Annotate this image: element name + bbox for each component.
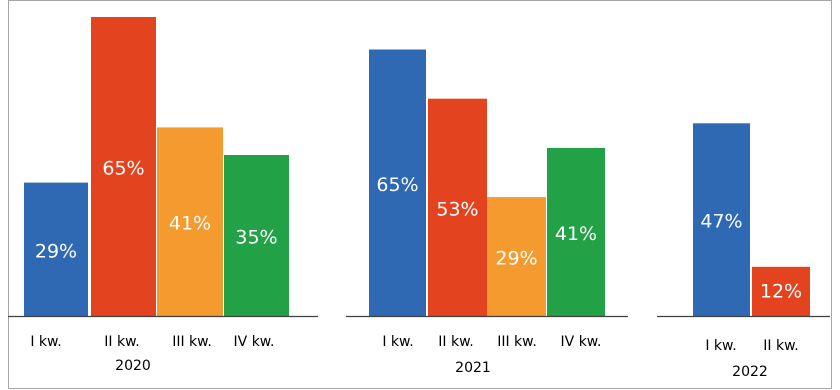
chart-border — [8, 0, 832, 389]
category-label-2020-2: II kw. — [104, 334, 139, 350]
bar-2020-3 — [157, 127, 223, 317]
category-label-2021-4: IV kw. — [561, 334, 602, 350]
data-label-2020-2: 65% — [102, 158, 144, 180]
data-label-2021-4: 41% — [555, 223, 597, 245]
bar-2022-2 — [752, 266, 810, 316]
data-label-2021-1: 65% — [376, 174, 418, 196]
bar-2021-4 — [547, 147, 605, 316]
data-label-2022-2: 12% — [760, 280, 802, 302]
category-label-2021-2: II kw. — [438, 334, 473, 350]
category-label-2021-3: III kw. — [497, 334, 537, 350]
bar-2021-1 — [369, 49, 426, 316]
data-label-2021-3: 29% — [495, 248, 537, 270]
chart-group-2020: 29% I kw. 65% II kw. 41% III kw. 35% IV kw. 2020 — [8, 17, 318, 374]
data-label-2020-1: 29% — [35, 240, 77, 262]
bar-2022-1 — [693, 123, 750, 316]
data-label-2022-1: 47% — [700, 211, 742, 233]
group-label-2020: 2020 — [115, 358, 151, 374]
data-label-2020-3: 41% — [169, 213, 211, 235]
data-label-2021-2: 53% — [436, 198, 478, 220]
chart-group-2021: 65% I kw. 53% II kw. 29% III kw. 41% IV kw. 2021 — [346, 49, 628, 376]
group-label-2022: 2022 — [732, 364, 768, 380]
bar-2021-2 — [428, 98, 487, 316]
category-label-2020-3: III kw. — [172, 334, 212, 350]
bar-2020-1 — [24, 182, 88, 316]
bar-2020-4 — [224, 155, 289, 316]
bar-2021-3 — [487, 197, 546, 316]
chart-group-2022: 47% I kw. 12% II kw. 2022 — [657, 123, 830, 380]
group-label-2021: 2021 — [455, 360, 491, 376]
category-label-2022-2: II kw. — [763, 338, 798, 354]
category-label-2020-4: IV kw. — [234, 334, 275, 350]
category-label-2021-1: I kw. — [382, 334, 413, 350]
category-label-2020-1: I kw. — [30, 334, 61, 350]
category-label-2022-1: I kw. — [705, 338, 736, 354]
bar-2020-2 — [91, 17, 156, 316]
data-label-2020-4: 35% — [235, 227, 277, 249]
